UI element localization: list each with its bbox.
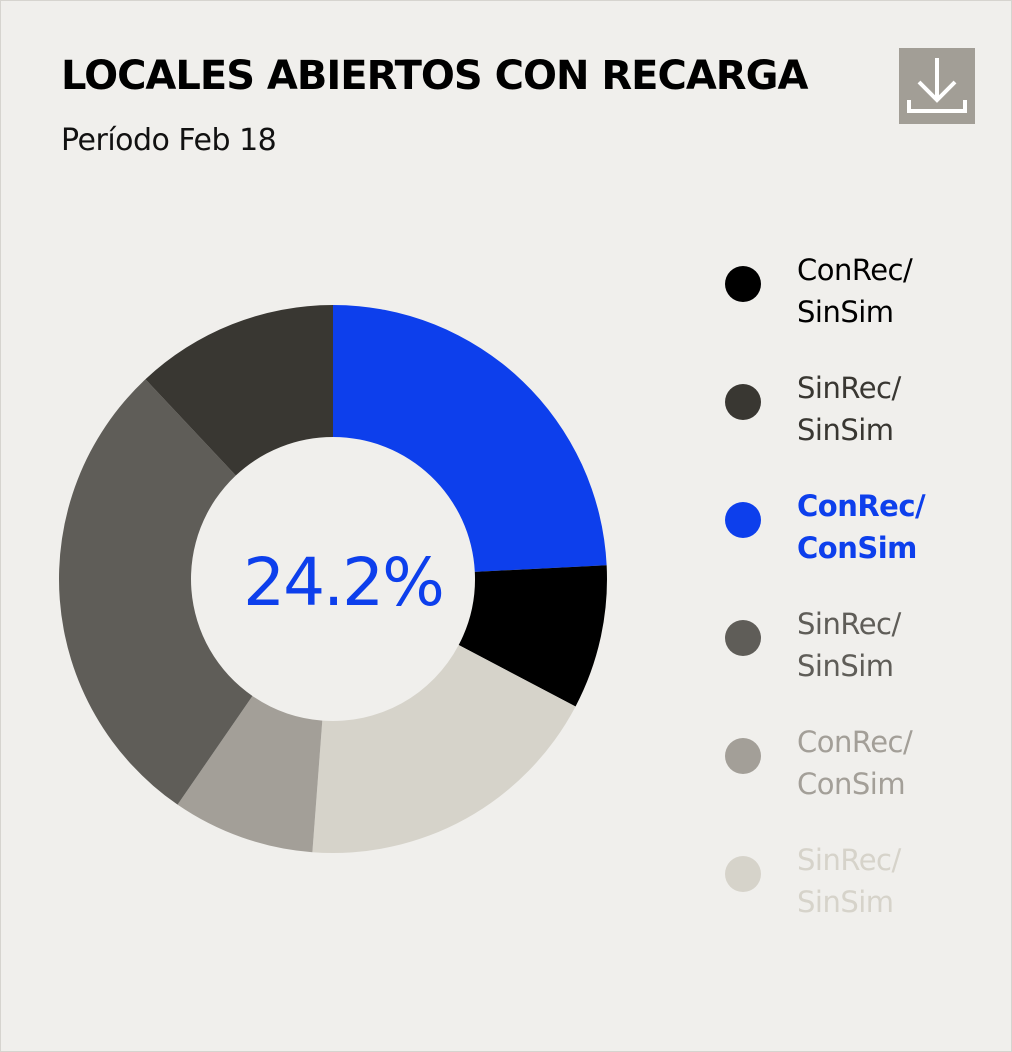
download-button[interactable]	[899, 48, 975, 124]
donut-slices	[58, 305, 607, 853]
legend-item-1[interactable]: ConRec/SinSim	[725, 249, 1005, 339]
legend-label-line1: SinRec/	[797, 607, 901, 641]
legend-item-4[interactable]: SinRec/SinSim	[725, 603, 1005, 693]
download-icon	[907, 58, 967, 113]
legend-label: ConRec/ConSim	[797, 721, 997, 805]
legend-swatch	[725, 266, 761, 302]
legend-item-5[interactable]: ConRec/ConSim	[725, 721, 1005, 811]
donut-slice-5[interactable]	[177, 695, 323, 853]
legend-label-line2: SinSim	[797, 295, 894, 329]
legend-label-line2: SinSim	[797, 649, 894, 683]
legend-label-line2: ConSim	[797, 767, 906, 801]
legend-label: ConRec/SinSim	[797, 249, 997, 333]
legend-label-line1: ConRec/	[797, 725, 913, 759]
donut-slice-4[interactable]	[58, 379, 253, 805]
donut-slice-1[interactable]	[458, 565, 607, 707]
center-value-label: 24.2%	[243, 544, 443, 621]
donut-slice-6[interactable]	[312, 645, 576, 853]
donut-slice-3[interactable]	[333, 305, 607, 572]
legend-swatch	[725, 738, 761, 774]
legend-label-line1: SinRec/	[797, 371, 901, 405]
legend-label-line2: ConSim	[797, 531, 917, 565]
legend-label-line1: ConRec/	[797, 489, 926, 523]
legend-label: SinRec/SinSim	[797, 603, 997, 687]
legend-label-line2: SinSim	[797, 413, 894, 447]
legend-swatch	[725, 502, 761, 538]
legend-item-2[interactable]: SinRec/SinSim	[725, 367, 1005, 457]
legend-swatch	[725, 620, 761, 656]
legend-label-line2: SinSim	[797, 885, 894, 919]
legend-label: SinRec/SinSim	[797, 367, 997, 451]
chart-title: LOCALES ABIERTOS CON RECARGA	[61, 53, 808, 99]
legend-label-line1: ConRec/	[797, 253, 913, 287]
legend-swatch	[725, 856, 761, 892]
legend-label: ConRec/ConSim	[797, 485, 997, 569]
donut-slice-2[interactable]	[145, 305, 333, 476]
legend-label-line1: SinRec/	[797, 843, 901, 877]
legend-item-6[interactable]: SinRec/SinSim	[725, 839, 1005, 929]
legend-swatch	[725, 384, 761, 420]
legend-label: SinRec/SinSim	[797, 839, 997, 923]
chart-subtitle: Período Feb 18	[61, 123, 277, 158]
legend-item-3[interactable]: ConRec/ConSim	[725, 485, 1005, 575]
